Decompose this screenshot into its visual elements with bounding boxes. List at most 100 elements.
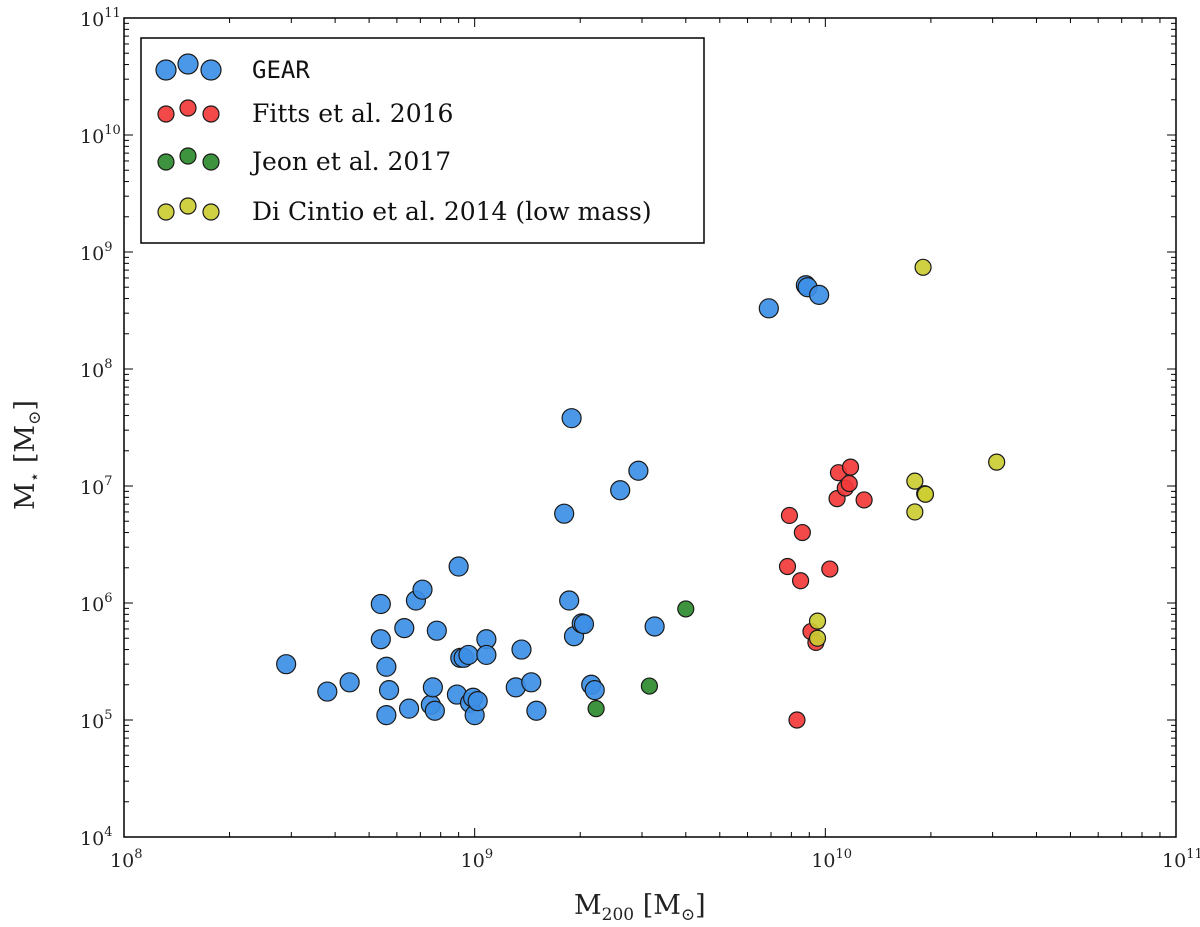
y-tick-label: 1011 (80, 6, 121, 31)
y-tick-label: 1010 (80, 123, 121, 148)
data-point (840, 474, 858, 493)
data-point (821, 560, 839, 578)
x-axis-title-unit-sub: ⊙ (681, 905, 695, 925)
legend-marker (157, 153, 175, 171)
x-tick-base: 10 (811, 850, 835, 872)
x-tick-exp: 8 (134, 847, 142, 862)
x-tick-label: 1010 (811, 847, 852, 872)
data-point (370, 593, 391, 615)
y-axis-title-sub: ⋆ (25, 472, 45, 483)
legend-marker (202, 105, 220, 123)
y-tick-base: 10 (80, 243, 104, 265)
legend-marker (155, 59, 177, 81)
data-point (573, 614, 595, 635)
y-axis-title-close: ] (10, 400, 41, 411)
x-tick-label: 109 (461, 847, 493, 872)
data-point (914, 258, 932, 276)
data-point (317, 681, 338, 702)
data-point (587, 700, 605, 718)
data-point (426, 620, 447, 641)
series-0 (276, 275, 830, 726)
legend-marker (202, 153, 220, 171)
x-tick-exp: 9 (485, 847, 493, 862)
legend-box (140, 37, 705, 244)
legend-label-gear: GEAR (252, 56, 310, 84)
x-tick-label: 1011 (1162, 847, 1200, 872)
y-tick-label: 104 (80, 825, 112, 850)
legend-label-jeon: Jeon et al. 2017 (249, 147, 451, 176)
y-axis-title-main: M (10, 482, 41, 510)
data-point (370, 629, 391, 650)
data-point (584, 680, 605, 701)
y-tick-base: 10 (80, 711, 104, 733)
legend-label-dicintio: Di Cintio et al. 2014 (low mass) (252, 197, 652, 226)
legend-marker (200, 59, 222, 81)
data-point (855, 491, 873, 509)
data-point (644, 616, 665, 637)
legend-marker (157, 203, 175, 221)
x-axis-title: M200 [M⊙] (574, 890, 706, 925)
data-point (808, 612, 827, 630)
y-tick-exp: 4 (104, 825, 112, 840)
data-point (788, 711, 806, 729)
data-point (398, 698, 420, 719)
data-point (422, 677, 443, 698)
legend-marker (179, 147, 197, 165)
data-point (376, 656, 397, 677)
data-point (780, 506, 799, 525)
y-axis-title: M⋆ [M⊙] (10, 400, 45, 510)
y-tick-label: 107 (80, 474, 112, 499)
x-tick-base: 10 (461, 850, 485, 872)
plot-frame (123, 17, 1177, 838)
data-point (841, 458, 860, 476)
data-point (778, 557, 797, 576)
legend-marker (177, 53, 199, 75)
y-tick-base: 10 (80, 477, 104, 499)
y-tick-base: 10 (80, 360, 104, 382)
data-point (376, 705, 397, 726)
data-point (467, 691, 488, 712)
data-point (554, 503, 575, 524)
y-axis-title-unit: [M (10, 425, 41, 472)
data-point (906, 472, 924, 490)
data-point (412, 579, 433, 600)
x-tick-base: 10 (1162, 850, 1186, 872)
data-point (906, 503, 924, 521)
data-points (276, 258, 1006, 729)
y-tick-exp: 8 (104, 357, 112, 372)
data-point (559, 590, 580, 611)
series-2 (587, 600, 695, 718)
y-tick-exp: 10 (104, 123, 121, 138)
data-point (640, 677, 659, 695)
y-tick-label: 105 (80, 708, 112, 733)
data-point (808, 629, 827, 647)
y-tick-base: 10 (80, 594, 104, 616)
y-tick-base: 10 (80, 126, 104, 148)
data-point (511, 639, 532, 660)
data-point (791, 572, 810, 590)
legend: GEAR Fitts et al. 2016 Jeon et al. 2017 … (140, 37, 705, 244)
data-point (339, 672, 360, 693)
data-point (521, 672, 542, 693)
x-axis-title-close: ] (695, 890, 706, 921)
y-tick-exp: 9 (104, 240, 112, 255)
y-tick-exp: 6 (104, 591, 112, 606)
data-point (448, 556, 469, 577)
y-tick-label: 109 (80, 240, 112, 265)
series-1 (778, 458, 873, 729)
x-tick-exp: 11 (1186, 847, 1200, 862)
data-point (988, 453, 1006, 471)
x-tick-base: 10 (110, 850, 134, 872)
x-axis-title-unit: [M (634, 890, 681, 921)
y-axis-title-unit-sub: ⊙ (25, 411, 45, 425)
data-point (476, 644, 497, 666)
y-tick-label: 106 (80, 591, 112, 616)
legend-marker (179, 99, 197, 117)
data-point (916, 485, 935, 503)
x-tick-exp: 10 (836, 847, 853, 862)
data-point (378, 680, 400, 701)
legend-marker (179, 197, 197, 215)
data-point (610, 480, 631, 501)
